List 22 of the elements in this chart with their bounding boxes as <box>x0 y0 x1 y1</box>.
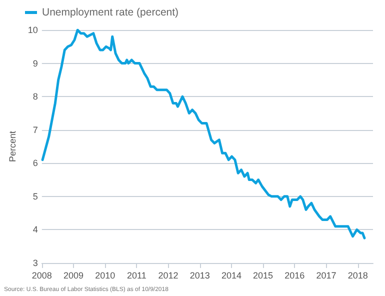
x-tick-label: 2016 <box>284 270 305 280</box>
x-tick-label: 2011 <box>127 270 146 280</box>
y-tick-label: 10 <box>28 25 38 35</box>
y-tick-label: 5 <box>32 191 38 202</box>
x-tick-label: 2012 <box>158 270 178 280</box>
x-tick-label: 2008 <box>32 270 52 280</box>
x-tick-label: 2017 <box>316 270 336 280</box>
y-tick-label: 8 <box>32 92 38 102</box>
line-series <box>41 28 366 240</box>
x-tick-label: 2015 <box>253 270 274 280</box>
x-tick-label: 2018 <box>348 270 368 280</box>
y-tick-label: 3 <box>32 258 38 268</box>
x-tick-label: 2014 <box>221 270 242 280</box>
x-tick-label: 2013 <box>190 270 210 280</box>
x-tick-label: 2010 <box>95 270 116 280</box>
x-tick-label: 2009 <box>63 270 84 280</box>
y-tick-label: 9 <box>32 58 38 68</box>
y-tick-label: 6 <box>32 158 38 168</box>
legend-label: Unemployment rate (percent) <box>42 6 179 18</box>
y-axis-title: Percent <box>8 130 18 162</box>
y-tick-label: 7 <box>32 124 38 135</box>
y-tick-label: 4 <box>32 224 38 235</box>
